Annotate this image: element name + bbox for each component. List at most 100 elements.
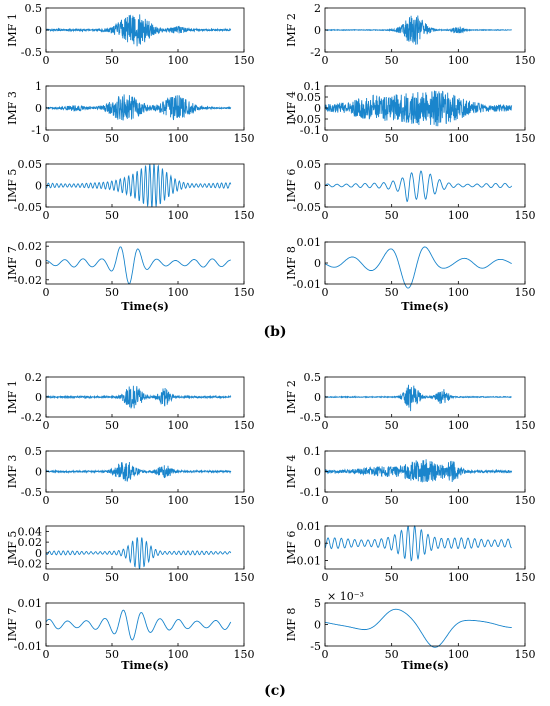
x-tick-label: 0 bbox=[43, 132, 50, 145]
y-axis-label: IMF 3 bbox=[6, 455, 19, 489]
x-tick-label: 50 bbox=[105, 54, 119, 67]
y-axis-label: IMF 1 bbox=[6, 13, 19, 47]
y-tick-label: 0.01 bbox=[297, 520, 322, 533]
y-tick-label: 0.05 bbox=[297, 91, 322, 104]
x-tick-label: 0 bbox=[43, 286, 50, 299]
x-tick-label: 50 bbox=[385, 54, 399, 67]
x-tick-label: 50 bbox=[105, 494, 119, 507]
x-tick-label: 0 bbox=[43, 419, 50, 432]
y-tick-label: 0 bbox=[314, 466, 321, 479]
y-tick-label: -1 bbox=[31, 124, 42, 137]
x-tick-label: 0 bbox=[322, 54, 329, 67]
x-axis-label: Time(s) bbox=[401, 659, 449, 672]
y-axis-label: IMF 3 bbox=[6, 91, 19, 125]
imf-trace bbox=[45, 537, 232, 570]
y-tick-label: 0.04 bbox=[18, 525, 43, 538]
y-tick-label: -0.5 bbox=[21, 46, 42, 59]
x-tick-label: 0 bbox=[322, 132, 329, 145]
x-tick-label: 0 bbox=[322, 209, 329, 222]
x-tick-label: 0 bbox=[322, 571, 329, 584]
x-tick-label: 150 bbox=[515, 494, 536, 507]
axes-box bbox=[324, 241, 526, 285]
x-tick-label: 150 bbox=[515, 132, 536, 145]
y-tick-label: 0.1 bbox=[304, 445, 322, 458]
x-tick-label: 50 bbox=[105, 132, 119, 145]
y-tick-label: -0.5 bbox=[300, 411, 321, 424]
y-tick-label: -0.05 bbox=[293, 201, 321, 214]
y-tick-label: 0.01 bbox=[297, 236, 322, 249]
y-tick-label: 0.1 bbox=[304, 80, 322, 93]
x-tick-label: 0 bbox=[322, 286, 329, 299]
x-tick-label: 50 bbox=[105, 648, 119, 661]
y-tick-label: 0.5 bbox=[25, 2, 43, 15]
y-axis-label: IMF 8 bbox=[285, 608, 298, 642]
x-tick-label: 100 bbox=[168, 286, 189, 299]
imf-trace bbox=[324, 246, 512, 289]
axes-box bbox=[45, 525, 245, 570]
imf-trace bbox=[45, 94, 232, 121]
x-tick-label: 150 bbox=[515, 648, 536, 661]
x-tick-label: 50 bbox=[385, 209, 399, 222]
x-tick-label: 100 bbox=[448, 54, 469, 67]
y-tick-label: 0 bbox=[35, 391, 42, 404]
imf-trace bbox=[324, 170, 513, 203]
imf-trace bbox=[324, 459, 513, 483]
y-axis-label: IMF 5 bbox=[6, 531, 19, 565]
x-tick-label: 50 bbox=[385, 648, 399, 661]
x-tick-label: 150 bbox=[234, 571, 255, 584]
x-tick-label: 50 bbox=[385, 571, 399, 584]
y-tick-label: 0.05 bbox=[297, 158, 322, 171]
x-tick-label: 0 bbox=[43, 494, 50, 507]
y-tick-label: 0 bbox=[35, 180, 42, 193]
y-axis-label: IMF 7 bbox=[6, 246, 19, 280]
imf-trace bbox=[324, 15, 512, 45]
y-tick-label: -0.1 bbox=[300, 486, 321, 499]
y-tick-label: 0 bbox=[314, 102, 321, 115]
x-tick-label: 50 bbox=[385, 494, 399, 507]
x-tick-label: 150 bbox=[234, 648, 255, 661]
x-tick-label: 0 bbox=[43, 54, 50, 67]
x-tick-label: 0 bbox=[43, 648, 50, 661]
x-tick-label: 150 bbox=[234, 286, 255, 299]
y-tick-label: -0.01 bbox=[293, 554, 321, 567]
x-tick-label: 100 bbox=[448, 286, 469, 299]
x-tick-label: 50 bbox=[385, 286, 399, 299]
y-tick-label: -0.05 bbox=[293, 113, 321, 126]
y-axis-label: IMF 6 bbox=[285, 169, 298, 203]
x-tick-label: 50 bbox=[105, 419, 119, 432]
imf-trace bbox=[45, 609, 232, 641]
y-tick-label: 0 bbox=[35, 102, 42, 115]
y-axis-label: IMF 2 bbox=[285, 380, 298, 414]
x-axis-label: Time(s) bbox=[401, 300, 449, 313]
x-axis-label: Time(s) bbox=[121, 300, 169, 313]
y-tick-label: 0 bbox=[314, 180, 321, 193]
imf-trace bbox=[45, 385, 232, 409]
x-tick-label: 50 bbox=[385, 419, 399, 432]
x-tick-label: 0 bbox=[322, 494, 329, 507]
axes-box bbox=[45, 241, 245, 285]
y-axis-label: IMF 2 bbox=[285, 13, 298, 47]
x-tick-label: 0 bbox=[322, 419, 329, 432]
x-tick-label: 150 bbox=[515, 571, 536, 584]
y-tick-label: 0 bbox=[314, 24, 321, 37]
y-tick-label: -2 bbox=[310, 46, 321, 59]
y-tick-label: 0.02 bbox=[18, 536, 43, 549]
y-axis-label: IMF 7 bbox=[6, 608, 19, 642]
x-tick-label: 150 bbox=[234, 419, 255, 432]
y-tick-label: 0 bbox=[314, 391, 321, 404]
y-tick-label: 0 bbox=[314, 257, 321, 270]
x-tick-label: 100 bbox=[448, 419, 469, 432]
y-tick-label: 1 bbox=[35, 80, 42, 93]
axes-box bbox=[324, 163, 526, 208]
